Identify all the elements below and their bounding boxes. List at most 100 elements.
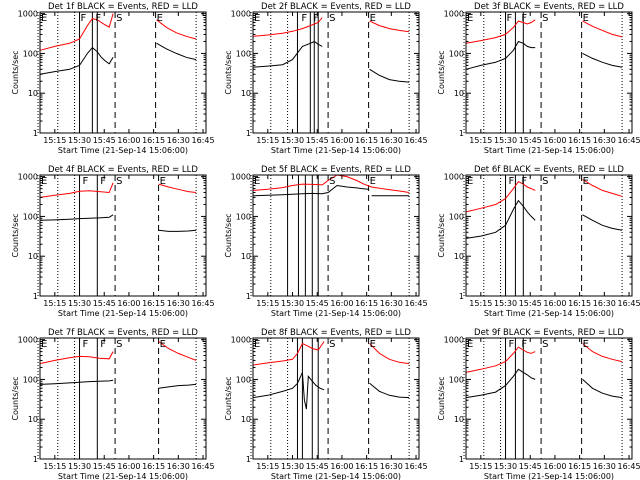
interval-mark-label: E [160,339,166,350]
lld-series-line [39,13,114,51]
x-tick-label: 16:45 [192,299,215,308]
x-tick-label: 15:15 [469,462,492,471]
panel-title: Det 4f BLACK = Events, RED = LLD [48,165,198,175]
x-tick-label: 15:30 [281,299,304,308]
x-tick-label: 15:30 [281,462,304,471]
y-tick-label: 1000 [444,10,464,19]
x-axis-label: Start Time (21-Sep-14 15:06:00) [484,472,614,480]
x-tick-label: 16:00 [543,136,566,145]
y-tick-label: 1 [459,455,464,464]
interval-mark-label: E [467,339,473,350]
y-tick-label: 1 [33,292,38,301]
x-tick-label: 16:45 [192,136,215,145]
interval-mark-label: F [83,339,89,350]
lld-series-line-after [369,343,410,365]
lld-series-line [39,182,114,198]
y-tick-label: 100 [23,212,38,221]
x-tick-label: 16:00 [330,299,353,308]
interval-mark-label: S [542,339,548,350]
y-tick-label: 100 [236,212,251,221]
interval-mark-label: F [81,13,87,24]
interval-mark-label: E [254,176,260,187]
y-tick-label: 100 [23,375,38,384]
lld-series-line-after [158,341,197,361]
y-tick-label: 100 [449,49,464,58]
interval-mark-label: E [583,13,589,24]
plot-frame [39,174,207,297]
interval-mark-label: S [329,339,335,350]
events-series-line [39,46,114,75]
lld-series-line-after [156,19,197,40]
x-tick-label: 16:15 [142,136,165,145]
x-tick-label: 15:15 [256,299,279,308]
interval-mark-label: F [521,176,527,187]
y-tick-label: 100 [23,49,38,58]
lld-series-line [252,174,410,193]
events-series-line [39,379,114,385]
panel-title: Det 8f BLACK = Events, RED = LLD [261,328,411,338]
interval-mark-label: F [83,176,89,187]
x-tick-label: 16:45 [618,462,640,471]
detector-panel-2: E F F S E15:15 15:30 15:45 16:00 16:15 16:30 16:45… [224,2,428,155]
plot-frame [252,11,420,134]
panel-title: Det 7f BLACK = Events, RED = LLD [48,328,198,338]
x-tick-label: 16:00 [543,462,566,471]
events-series-line [465,40,536,70]
y-axis-label: Counts/sec [11,376,20,420]
events-series-line-after [369,68,410,83]
y-axis-label: Counts/sec [437,213,446,257]
y-axis-label: Counts/sec [11,213,20,257]
interval-mark-label: S [116,339,122,350]
x-tick-label: 15:30 [494,299,517,308]
y-tick-label: 1000 [18,10,38,19]
lld-series-line [465,180,536,213]
y-tick-label: 10 [241,415,251,424]
plot-frame [252,174,420,297]
panel-title: Det 9f BLACK = Events, RED = LLD [474,328,624,338]
y-tick-label: 1000 [444,173,464,182]
x-tick-label: 15:45 [519,136,542,145]
x-tick-label: 15:15 [43,462,66,471]
y-tick-label: 1 [246,292,251,301]
x-tick-label: 15:30 [68,462,91,471]
x-tick-label: 15:15 [469,299,492,308]
lld-series-line [252,341,325,366]
y-tick-label: 10 [454,252,464,261]
interval-mark-label: S [329,13,335,24]
lld-series-line-after [369,20,410,33]
y-tick-label: 100 [449,375,464,384]
x-tick-label: 15:15 [469,136,492,145]
x-tick-label: 15:30 [494,136,517,145]
x-tick-label: 15:15 [256,462,279,471]
y-tick-label: 100 [236,49,251,58]
y-tick-label: 10 [28,252,38,261]
x-tick-label: 16:30 [593,299,616,308]
events-series-line-after [582,379,623,399]
plot-frame [465,337,633,460]
interval-mark-label: E [370,176,376,187]
x-tick-label: 15:30 [281,136,304,145]
interval-mark-label: S [542,176,548,187]
x-tick-label: 16:30 [167,136,190,145]
panel-title: Det 1f BLACK = Events, RED = LLD [48,2,198,12]
x-tick-label: 16:30 [593,462,616,471]
lld-series-line-after [582,20,623,38]
x-tick-label: 16:30 [167,299,190,308]
y-tick-label: 1 [246,129,251,138]
x-axis-label: Start Time (21-Sep-14 15:06:00) [271,472,401,480]
interval-mark-label: E [370,339,376,350]
lld-series-line [252,17,323,37]
x-tick-label: 16:15 [142,299,165,308]
interval-mark-label: E [41,339,47,350]
events-series-line [252,184,369,197]
lld-series-line-after [582,179,623,197]
x-axis-label: Start Time (21-Sep-14 15:06:00) [58,146,188,155]
y-tick-label: 10 [28,89,38,98]
x-tick-label: 15:45 [93,462,116,471]
events-series-line [465,368,536,399]
lld-series-line [465,346,536,373]
detector-panel-9: E F F S E 15:15 15:30 15:45 16:00 16:15 16:30 16:45… [437,328,640,480]
plot-frame [465,174,633,297]
x-tick-label: 16:15 [568,299,591,308]
